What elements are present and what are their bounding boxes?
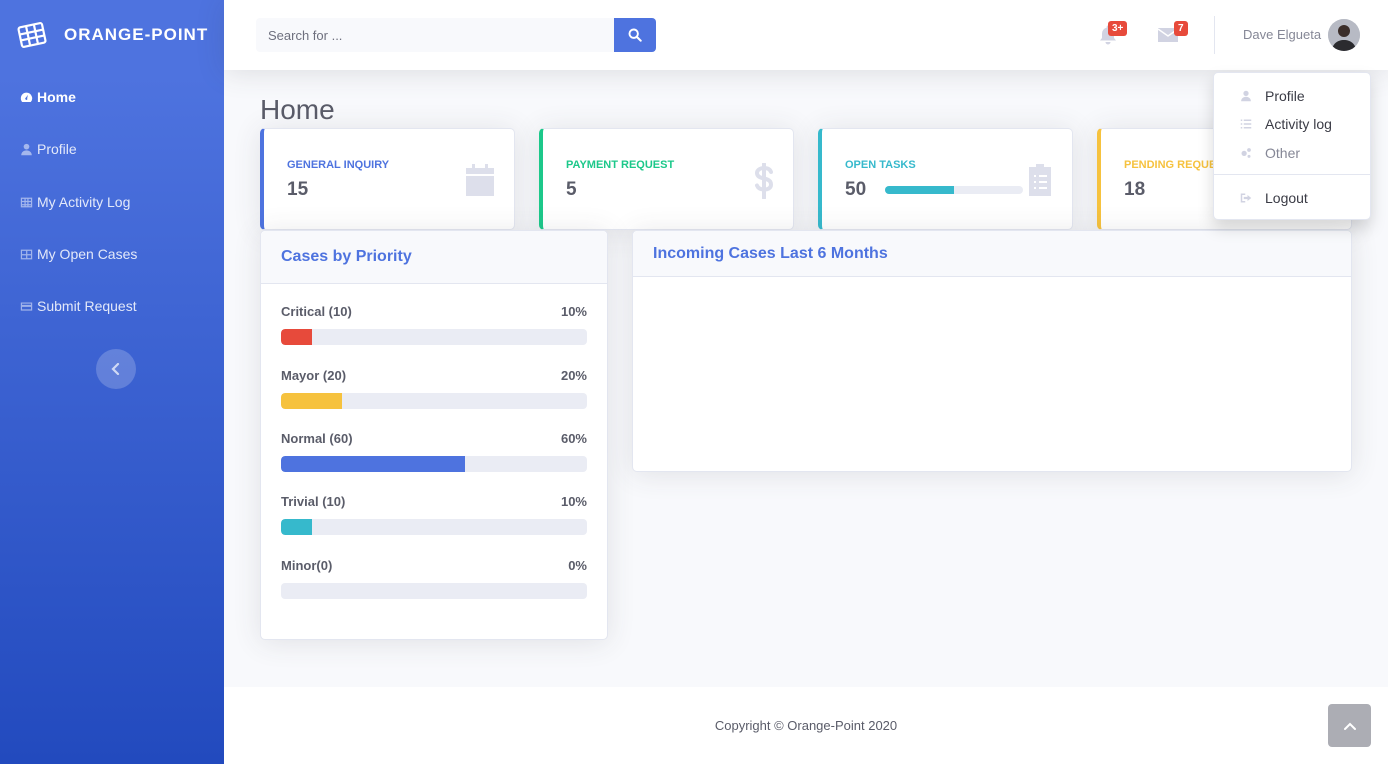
menu-item-activity-log[interactable]: Activity log	[1214, 112, 1370, 136]
sidebar-item-label: Home	[37, 89, 76, 105]
priority-bar	[281, 583, 587, 599]
chevron-left-icon	[111, 363, 120, 375]
sign-out-icon	[1240, 193, 1252, 203]
stat-label: OPEN TASKS	[845, 159, 916, 171]
priority-label: Trivial (10)	[281, 494, 346, 509]
priority-percent: 0%	[568, 558, 587, 573]
priority-percent: 20%	[560, 368, 587, 383]
priority-bar-fill	[281, 456, 465, 472]
tachometer-icon	[20, 92, 33, 102]
priority-bar-fill	[281, 519, 312, 535]
menu-divider	[1214, 174, 1370, 175]
table-icon	[20, 249, 33, 259]
priority-percent: 60%	[560, 431, 587, 446]
priority-percent: 10%	[560, 304, 587, 319]
priority-bar	[281, 456, 587, 472]
stat-card-payment-request: PAYMENT REQUEST 5	[539, 128, 794, 230]
sidebar-item-activity-log[interactable]: My Activity Log	[0, 176, 130, 228]
sidebar-toggle-button[interactable]	[96, 349, 136, 389]
search-input[interactable]	[256, 18, 614, 52]
priority-bar	[281, 519, 587, 535]
search-button[interactable]	[614, 18, 656, 52]
search-form	[256, 18, 656, 52]
menu-item-other[interactable]: Other	[1214, 141, 1370, 165]
priority-row-mayor: Mayor (20) 20%	[281, 368, 587, 409]
stat-label: GENERAL INQUIRY	[287, 159, 390, 171]
user-icon	[1241, 90, 1251, 102]
priority-row-trivial: Trivial (10) 10%	[281, 494, 587, 535]
incoming-cases-chart-area	[633, 277, 1351, 471]
priority-label: Minor(0)	[281, 558, 333, 573]
alerts-badge: 3+	[1108, 21, 1128, 36]
sidebar-item-label: Submit Request	[37, 298, 137, 314]
menu-item-logout[interactable]: Logout	[1214, 186, 1370, 210]
sidebar-item-home[interactable]: Home	[0, 71, 76, 123]
user-dropdown-menu: Profile Activity log Other Logout	[1213, 72, 1371, 220]
stat-card-open-tasks: OPEN TASKS 50	[818, 128, 1073, 230]
priority-bar	[281, 329, 587, 345]
scroll-to-top-button[interactable]	[1328, 704, 1371, 747]
menu-item-profile[interactable]: Profile	[1214, 84, 1370, 108]
stat-card-general-inquiry: GENERAL INQUIRY 15	[260, 128, 515, 230]
copyright-text: Copyright © Orange-Point 2020	[714, 718, 898, 733]
priority-label: Mayor (20)	[281, 368, 347, 383]
sidebar-item-open-cases[interactable]: My Open Cases	[0, 228, 137, 280]
sidebar-item-label: Profile	[37, 141, 77, 157]
user-photo-icon	[1328, 19, 1360, 51]
open-tasks-progress	[885, 186, 1023, 194]
sidebar-item-label: My Activity Log	[37, 194, 131, 210]
avatar[interactable]	[1328, 19, 1360, 51]
user-icon	[21, 143, 32, 155]
stat-value: 5	[566, 179, 577, 200]
messages-badge: 7	[1174, 21, 1188, 36]
priority-card-title: Cases by Priority	[261, 231, 607, 284]
priority-label: Normal (60)	[281, 431, 353, 446]
chevron-up-icon	[1343, 722, 1356, 730]
sidebar: ORANGE-POINT Home Profile My Activity Lo…	[0, 0, 224, 764]
credit-card-icon	[20, 301, 33, 311]
stat-value: 50	[845, 179, 867, 200]
open-tasks-progress-fill	[885, 186, 954, 194]
page-title: Home	[260, 94, 335, 125]
stat-value: 15	[287, 179, 309, 200]
calendar-icon	[466, 164, 494, 196]
menu-item-label: Profile	[1265, 88, 1305, 104]
sidebar-item-submit-request[interactable]: Submit Request	[0, 280, 137, 332]
cogs-icon	[1241, 148, 1251, 158]
incoming-cases-card: Incoming Cases Last 6 Months	[632, 230, 1352, 472]
messages-button[interactable]: 7	[1157, 21, 1188, 49]
priority-bar-fill	[281, 393, 343, 409]
priority-percent: 10%	[560, 494, 587, 509]
menu-item-label: Other	[1265, 145, 1301, 161]
priority-row-normal: Normal (60) 60%	[281, 431, 587, 472]
dollar-icon	[754, 163, 774, 199]
priority-bar-fill	[281, 329, 312, 345]
priority-label: Critical (10)	[281, 304, 352, 319]
stat-value: 18	[1124, 179, 1146, 200]
stat-label: PAYMENT REQUEST	[566, 159, 675, 171]
stat-label: PENDING REQUESTS	[1124, 159, 1238, 171]
sidebar-item-label: My Open Cases	[37, 246, 138, 262]
brand[interactable]: ORANGE-POINT	[0, 0, 224, 70]
priority-row-minor: Minor(0) 0%	[281, 558, 587, 599]
sidebar-item-profile[interactable]: Profile	[0, 123, 77, 175]
user-name[interactable]: Dave Elgueta	[1243, 27, 1322, 42]
list-icon	[1240, 119, 1252, 129]
topbar: 3+ 7 Dave Elgueta	[224, 0, 1388, 70]
footer: Copyright © Orange-Point 2020	[224, 687, 1388, 764]
grid-logo-icon	[17, 21, 47, 49]
table-icon	[20, 197, 33, 207]
priority-row-critical: Critical (10) 10%	[281, 304, 587, 345]
alerts-button[interactable]: 3+	[1098, 21, 1128, 51]
menu-item-label: Logout	[1265, 190, 1308, 206]
brand-name: ORANGE-POINT	[64, 25, 209, 44]
priority-bar	[281, 393, 587, 409]
topbar-divider	[1214, 16, 1215, 54]
priority-card: Cases by Priority Critical (10) 10% Mayor…	[260, 230, 608, 640]
menu-item-label: Activity log	[1265, 116, 1332, 132]
search-icon	[628, 28, 642, 42]
clipboard-list-icon	[1029, 164, 1051, 196]
incoming-cases-title: Incoming Cases Last 6 Months	[633, 231, 1351, 277]
